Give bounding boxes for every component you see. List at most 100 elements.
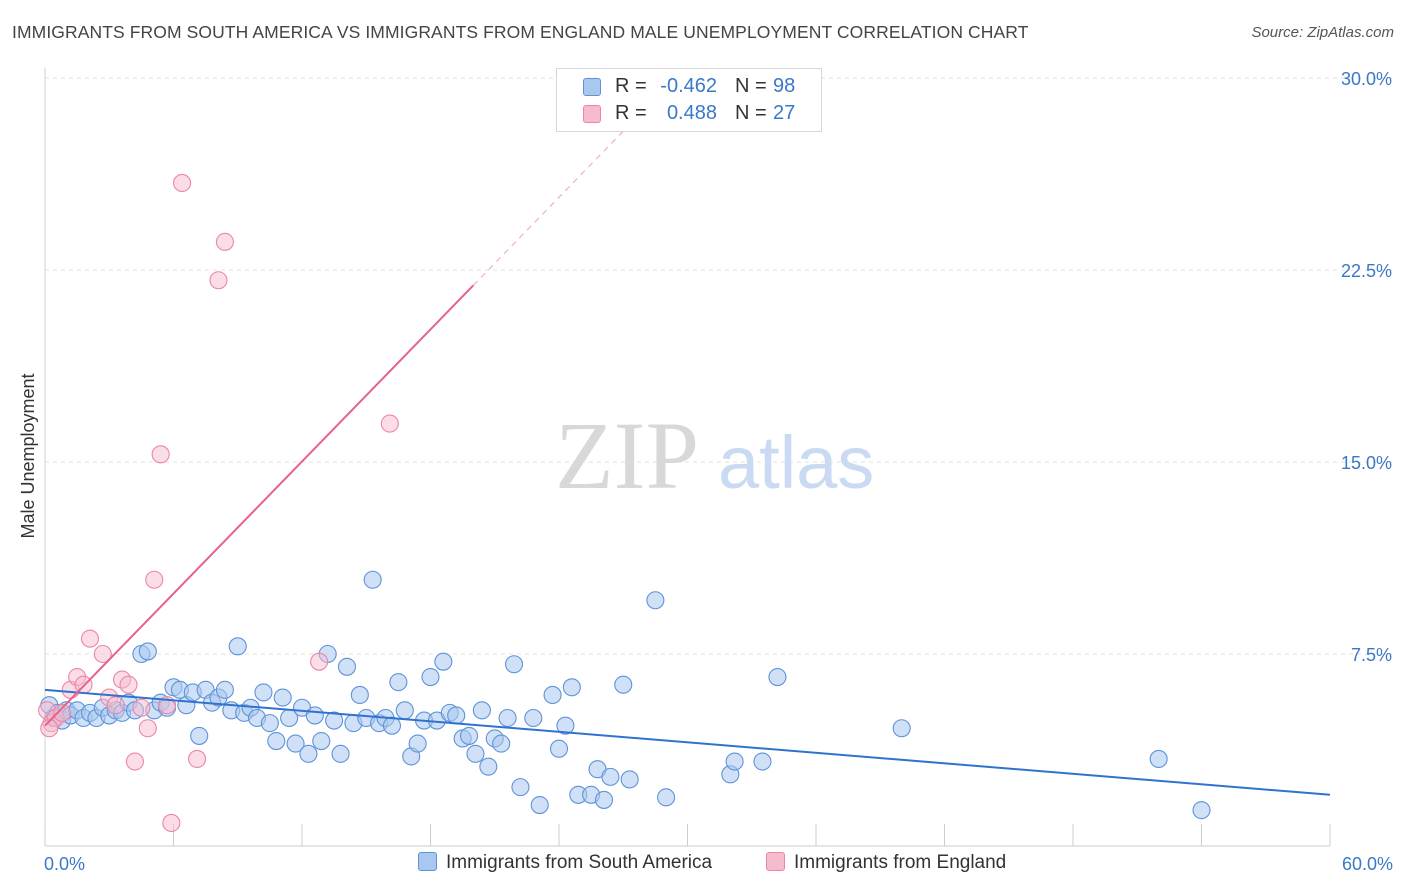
bottom-legend-england: Immigrants from England [766, 852, 1006, 874]
trendline-south-america [44, 688, 1331, 796]
source-label: Source: ZipAtlas.com [1251, 24, 1394, 41]
point-england [132, 698, 151, 717]
legend-n-value: 27 [773, 102, 796, 124]
point-south-america [434, 652, 453, 671]
y-axis-label: Male Unemployment [18, 373, 38, 538]
point-south-america [273, 688, 292, 707]
series-south-america-points [40, 570, 1211, 820]
legend-n-label: N = [735, 102, 767, 124]
legend-row-england: R = 0.488 N = 27 [557, 101, 821, 127]
x-tick-label-max: 60.0% [1342, 854, 1393, 874]
point-south-america [556, 716, 575, 735]
point-south-america [459, 726, 479, 745]
point-england [310, 652, 329, 671]
legend-n-label: N = [735, 75, 767, 97]
point-south-america [215, 680, 234, 699]
point-england [93, 644, 112, 664]
point-south-america [447, 706, 466, 725]
grid-layer [45, 77, 1392, 655]
point-south-america [479, 757, 498, 776]
point-south-america [549, 739, 569, 758]
point-england [162, 813, 181, 833]
point-england [215, 232, 234, 251]
point-south-america [331, 744, 350, 763]
point-england [145, 570, 164, 589]
point-south-america [312, 731, 331, 751]
point-south-america [395, 701, 414, 720]
point-south-america [646, 591, 665, 610]
point-south-america [657, 788, 676, 807]
point-south-america [543, 685, 562, 705]
point-south-america [614, 675, 633, 694]
point-south-america [1192, 801, 1211, 820]
series-england-points [38, 173, 399, 833]
legend-swatch-pink [583, 105, 601, 123]
point-south-america [421, 667, 440, 687]
point-england [119, 675, 138, 694]
watermark: ZIP atlas [555, 402, 874, 509]
legend-row-south-america: R = -0.462 N = 98 [557, 74, 821, 100]
point-south-america [768, 667, 787, 687]
x-tick-label-min: 0.0% [44, 854, 85, 874]
point-south-america [511, 778, 530, 797]
point-england [125, 752, 144, 771]
point-south-america [228, 637, 247, 656]
point-south-america [389, 673, 408, 692]
legend-r-value: -0.462 [660, 75, 717, 97]
point-england [209, 271, 228, 290]
point-south-america [325, 711, 344, 730]
point-england [188, 749, 207, 769]
legend-r-value: 0.488 [666, 102, 717, 124]
bottom-legend-south-america: Immigrants from South America [418, 852, 712, 874]
point-south-america [260, 714, 279, 733]
point-south-america [1149, 749, 1168, 769]
bottom-legend-swatch-pink [766, 852, 785, 871]
watermark-atlas: atlas [718, 421, 874, 504]
trendline-england [44, 284, 475, 727]
point-south-america [408, 734, 427, 753]
legend-r-label: R = [615, 75, 647, 97]
y-tick-label: 30.0% [1341, 69, 1392, 89]
point-south-america [382, 716, 402, 735]
y-tick-label: 22.5% [1341, 261, 1392, 281]
point-england [173, 173, 192, 193]
chart-title: IMMIGRANTS FROM SOUTH AMERICA VS IMMIGRA… [12, 22, 1029, 42]
point-south-america [498, 708, 517, 728]
point-england [138, 719, 157, 738]
point-south-america [267, 731, 286, 751]
point-south-america [620, 770, 639, 789]
legend-r-label: R = [615, 102, 647, 124]
point-south-america [350, 685, 369, 705]
point-england [40, 719, 59, 738]
bottom-legend-label: Immigrants from South America [446, 852, 713, 873]
point-south-america [594, 790, 614, 809]
point-south-america [892, 719, 911, 738]
point-south-america [190, 726, 209, 745]
bottom-legend-label: Immigrants from England [794, 852, 1007, 873]
point-england [53, 703, 72, 722]
point-south-america [286, 734, 305, 753]
point-south-america [472, 701, 491, 720]
y-tick-label: 15.0% [1341, 453, 1392, 473]
point-south-america [601, 767, 620, 786]
point-south-america [530, 795, 549, 815]
point-south-america [299, 744, 318, 763]
point-south-america [466, 744, 485, 763]
point-south-america [363, 570, 382, 589]
point-england [80, 629, 100, 648]
point-south-america [138, 642, 157, 661]
point-england [151, 445, 170, 464]
point-south-america [725, 752, 744, 771]
watermark-zip: ZIP [555, 402, 699, 509]
point-south-america [254, 683, 273, 702]
legend-swatch-blue [583, 78, 601, 96]
point-south-america [562, 678, 581, 697]
legend-n-value: 98 [773, 75, 796, 97]
point-england [380, 414, 399, 433]
correlation-legend: R = -0.462 N = 98 R = 0.488 N = 27 [556, 68, 822, 132]
point-england [106, 696, 125, 715]
axes-layer: 7.5% 15.0% 22.5% 30.0% 0.0% 60.0% [44, 68, 1393, 874]
point-south-america [524, 708, 543, 728]
bottom-legend-swatch-blue [418, 852, 437, 871]
